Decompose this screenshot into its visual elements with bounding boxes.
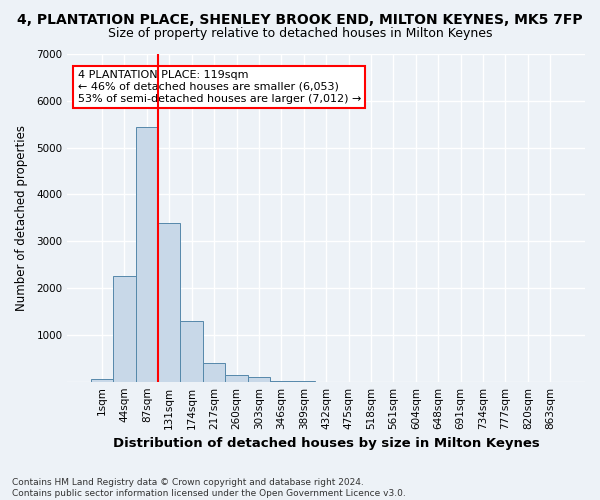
Text: Contains HM Land Registry data © Crown copyright and database right 2024.
Contai: Contains HM Land Registry data © Crown c… — [12, 478, 406, 498]
X-axis label: Distribution of detached houses by size in Milton Keynes: Distribution of detached houses by size … — [113, 437, 539, 450]
Y-axis label: Number of detached properties: Number of detached properties — [15, 125, 28, 311]
Text: 4, PLANTATION PLACE, SHENLEY BROOK END, MILTON KEYNES, MK5 7FP: 4, PLANTATION PLACE, SHENLEY BROOK END, … — [17, 12, 583, 26]
Bar — [181, 321, 203, 382]
Bar — [226, 374, 248, 382]
Bar — [270, 380, 293, 382]
Bar — [136, 126, 158, 382]
Bar — [158, 222, 181, 382]
Bar — [113, 276, 136, 382]
Text: 4 PLANTATION PLACE: 119sqm
← 46% of detached houses are smaller (6,053)
53% of s: 4 PLANTATION PLACE: 119sqm ← 46% of deta… — [77, 70, 361, 104]
Bar — [203, 363, 226, 382]
Text: Size of property relative to detached houses in Milton Keynes: Size of property relative to detached ho… — [108, 28, 492, 40]
Bar — [91, 380, 113, 382]
Bar — [248, 377, 270, 382]
